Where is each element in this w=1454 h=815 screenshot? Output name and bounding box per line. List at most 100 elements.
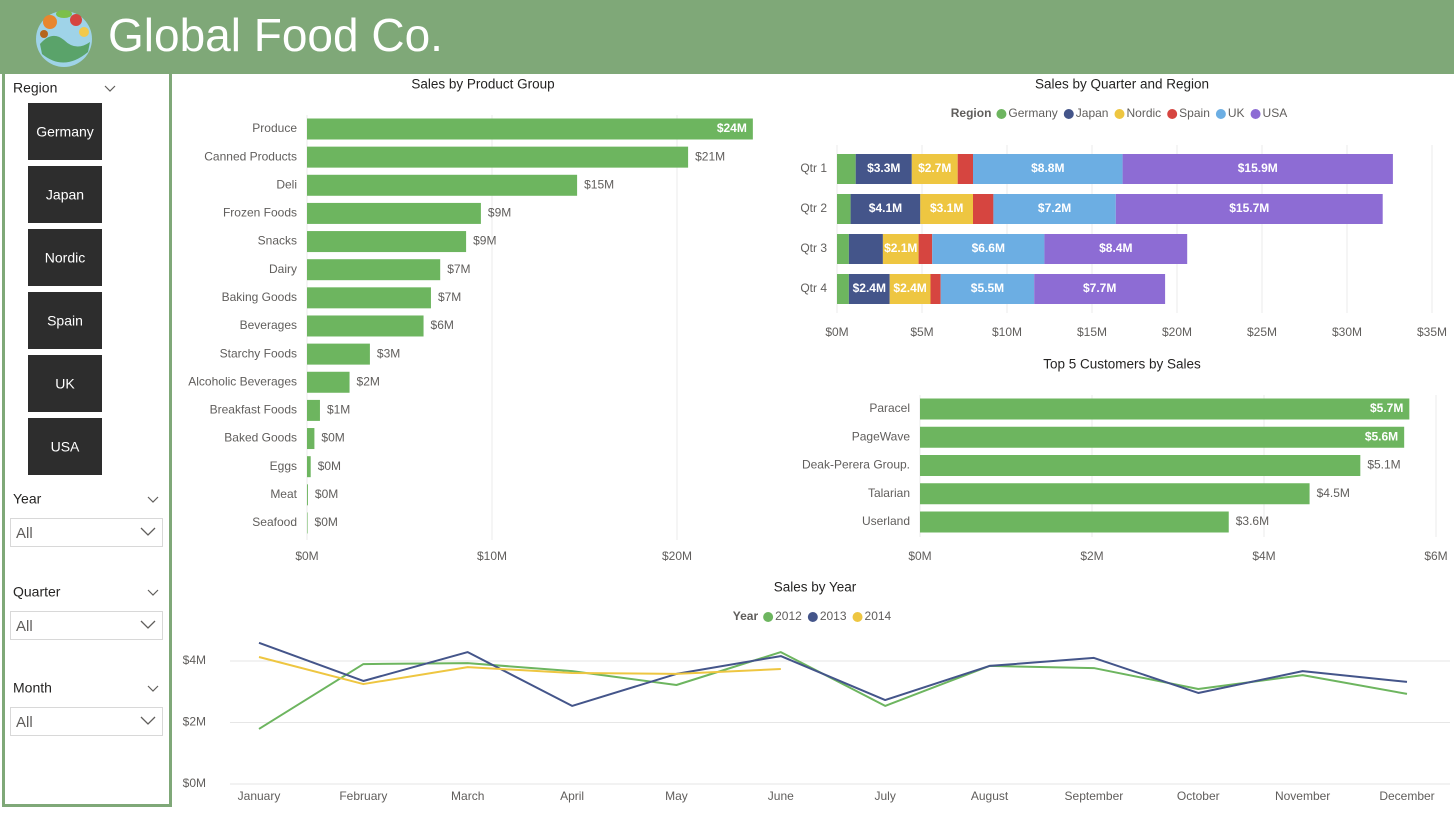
legend-swatch <box>1063 109 1074 119</box>
bar-segment <box>920 194 973 224</box>
x-tick-label: $25M <box>1247 325 1277 339</box>
slicer-button[interactable] <box>28 166 102 223</box>
legend-label: UK <box>1228 106 1245 120</box>
y-tick-label: Baking Goods <box>222 290 297 304</box>
bar <box>307 259 441 281</box>
slicer-button[interactable] <box>28 355 102 412</box>
y-tick-label: Qtr 2 <box>800 201 827 215</box>
data-label: $6M <box>431 318 454 332</box>
chevron[interactable] <box>147 496 159 503</box>
series-line <box>258 656 781 686</box>
data-label: $21M <box>695 149 725 163</box>
bar <box>307 287 431 309</box>
bar-segment <box>850 194 921 224</box>
bar <box>920 483 1310 505</box>
slicer-option[interactable]: Spain <box>47 313 83 329</box>
data-label: $15M <box>584 177 614 191</box>
y-tick-label: Qtr 1 <box>800 161 827 175</box>
slicer-label: Month <box>13 680 52 696</box>
bar-segment <box>848 274 890 304</box>
x-tick-label: October <box>1177 789 1220 803</box>
series-line <box>258 651 1408 730</box>
data-label: $7.2M <box>1038 201 1071 215</box>
data-label: $15.7M <box>1229 201 1269 215</box>
y-tick-label: Alcoholic Beverages <box>188 374 297 388</box>
slicer-button[interactable] <box>28 418 102 475</box>
bar <box>307 343 370 365</box>
x-tick-label: $6M <box>1424 549 1447 563</box>
bar-segment <box>918 234 933 264</box>
bar <box>307 231 467 253</box>
bar-segment <box>911 154 958 184</box>
data-label: $24M <box>717 121 747 135</box>
y-tick-label: Talarian <box>868 486 910 500</box>
y-tick-label: Userland <box>862 514 910 528</box>
y-tick-label: Seafood <box>252 515 297 529</box>
x-tick-label: $15M <box>1077 325 1107 339</box>
y-tick-label: $2M <box>183 715 206 729</box>
dropdown-chevron[interactable] <box>140 527 156 536</box>
bar <box>920 455 1361 476</box>
x-tick-label: $0M <box>295 549 318 563</box>
bar <box>307 512 308 534</box>
dropdown-value: All <box>16 525 33 542</box>
data-label: $2.1M <box>884 241 917 255</box>
y-tick-label: $0M <box>183 776 206 790</box>
header-bar <box>0 0 1454 74</box>
x-tick-label: $4M <box>1252 549 1275 563</box>
bar-segment <box>1115 194 1383 224</box>
legend-swatch <box>1250 109 1261 119</box>
x-tick-label: $5M <box>910 325 933 339</box>
chevron[interactable] <box>147 685 159 692</box>
legend-title: Region <box>951 106 992 120</box>
y-tick-label: Eggs <box>270 459 297 473</box>
chevron[interactable] <box>147 589 159 596</box>
slicer-option[interactable]: Nordic <box>45 250 85 266</box>
dropdown-chevron[interactable] <box>140 716 156 725</box>
legend-swatch <box>852 612 863 622</box>
y-tick-label: Dairy <box>269 262 297 276</box>
dropdown[interactable] <box>10 518 163 547</box>
slicer-button[interactable] <box>28 292 102 349</box>
logo <box>36 10 92 67</box>
data-label: $5.6M <box>1365 429 1398 443</box>
bar-segment <box>940 274 1035 304</box>
bar <box>307 146 689 168</box>
dropdown-value: All <box>16 618 33 635</box>
slicer-option[interactable]: UK <box>55 376 75 392</box>
data-label: $0M <box>318 459 341 473</box>
data-label: $2.7M <box>918 161 951 175</box>
slicer-option[interactable]: Japan <box>46 187 84 203</box>
y-tick-label: Frozen Foods <box>223 206 297 220</box>
slicer-button[interactable] <box>28 103 102 160</box>
dropdown-chevron[interactable] <box>140 620 156 629</box>
y-tick-label: Qtr 3 <box>800 241 827 255</box>
x-tick-label: July <box>875 789 896 803</box>
data-label: $3.6M <box>1236 514 1269 528</box>
bar <box>920 511 1229 533</box>
data-label: $4.5M <box>1317 486 1350 500</box>
data-label: $8.8M <box>1031 161 1064 175</box>
legend-label: 2013 <box>820 609 847 623</box>
bar-segment <box>973 154 1123 184</box>
x-tick-label: August <box>971 789 1009 803</box>
legend-swatch <box>1215 109 1226 119</box>
dropdown[interactable] <box>10 707 163 736</box>
bar-segment <box>1122 154 1393 184</box>
y-tick-label: Starchy Foods <box>220 346 297 360</box>
slicer-option[interactable]: USA <box>51 439 80 455</box>
bar-segment <box>837 194 851 224</box>
y-tick-label: $4M <box>183 653 206 667</box>
dropdown[interactable] <box>10 611 163 640</box>
x-tick-label: $0M <box>825 325 848 339</box>
data-label: $0M <box>315 515 338 529</box>
slicer-option[interactable]: Germany <box>36 124 94 140</box>
chart-title: Top 5 Customers by Sales <box>1043 357 1201 372</box>
x-tick-label: $10M <box>477 549 507 563</box>
legend-title: Year <box>733 609 759 623</box>
slicer-button[interactable] <box>28 229 102 286</box>
x-tick-label: December <box>1379 789 1434 803</box>
chevron[interactable] <box>104 85 116 92</box>
data-label: $2.4M <box>893 281 926 295</box>
legend-swatch <box>807 612 818 622</box>
